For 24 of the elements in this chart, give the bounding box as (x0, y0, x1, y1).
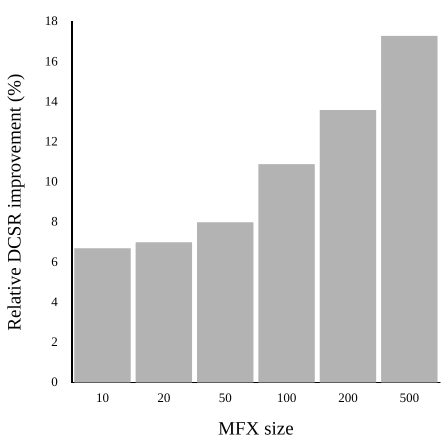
x-tick-label: 200 (338, 390, 358, 405)
bar (196, 222, 254, 383)
y-tick-label: 2 (51, 334, 58, 349)
bar (320, 110, 376, 383)
y-axis-title: Relative DCSR improvement (%) (4, 74, 26, 331)
y-tick-label: 8 (51, 214, 58, 229)
y-tick-label: 16 (44, 53, 58, 68)
y-tick-label: 12 (44, 133, 58, 148)
bar (74, 248, 131, 383)
bar (258, 164, 315, 383)
y-tick-label: 0 (51, 374, 58, 390)
x-tick-label: 500 (400, 390, 420, 405)
y-tick-label: 14 (44, 93, 58, 108)
bar (136, 242, 192, 383)
y-tick-label: 4 (51, 294, 58, 309)
x-axis-title: MFX size (218, 418, 294, 440)
y-tick-label: 6 (51, 254, 58, 269)
x-tick-label: 100 (276, 390, 296, 405)
bar (381, 36, 438, 383)
x-tick-label: 10 (96, 390, 109, 405)
y-tick-label: 10 (44, 174, 58, 189)
x-tick-label: 20 (157, 390, 170, 405)
y-tick-label: 18 (44, 13, 58, 28)
x-tick-label: 50 (218, 390, 232, 405)
